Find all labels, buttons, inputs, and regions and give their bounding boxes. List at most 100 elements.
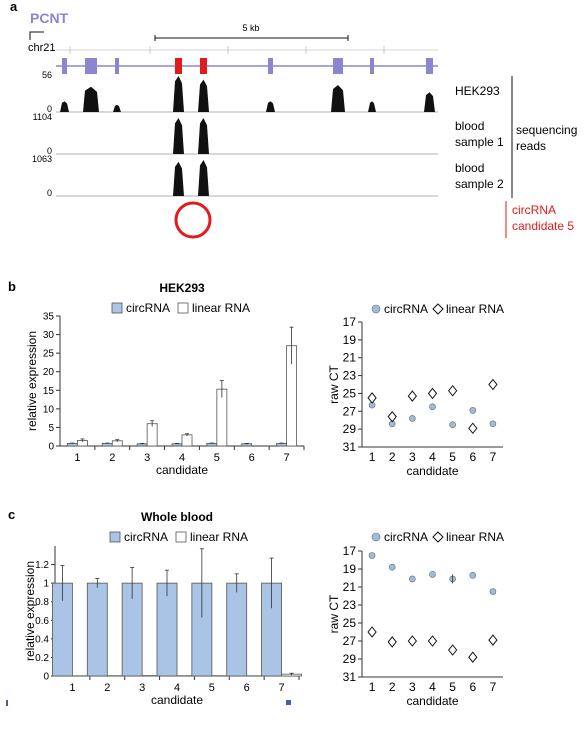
y-tick-label-2: 21 [343,580,357,594]
exon-1 [62,58,67,74]
legend-swatch-circrna [109,531,121,543]
legend-swatch-linear [177,302,189,314]
corner-mark-right [286,700,291,705]
chart-c-bar: Whole blood circRNA linear RNA 0 0.2 0.4 0.6 0.… [23,510,302,707]
chart-title: HEK293 [159,281,205,295]
x-axis-label: candidate [156,463,208,477]
point-linear-5 [448,384,458,397]
point-linear-4 [427,635,438,647]
legend-swatch-linear [175,531,187,543]
point-circrna-4 [429,571,436,578]
y-tick-label-5: 1 [43,579,49,590]
coverage-peak-1-9 [424,92,435,112]
x-tick-label-6: 6 [244,682,250,694]
x-tick-label-7: 7 [284,452,290,464]
y-tick-label-0: 17 [343,544,357,558]
point-linear-1 [367,392,377,404]
coverage-peak-1-3 [113,104,121,112]
coverage-peak-1-2 [83,86,99,112]
x-tick-label-1: 1 [369,450,376,464]
legend-label-linear: linear RNA [192,301,250,315]
point-linear-2 [387,410,397,423]
point-circrna-7 [489,588,497,595]
legend-label-circrna: circRNA [124,530,168,544]
exon-6 [268,58,273,74]
legend-marker-circrna [371,532,381,542]
x-tick-label-5: 5 [209,682,215,694]
y-axis-label: raw CT [327,365,341,404]
point-linear-6 [468,422,478,435]
point-linear-7 [488,378,498,391]
legend-marker-linear [432,531,444,543]
circ-exon-5 [200,58,207,74]
y-tick-label-1: 5 [48,423,54,434]
track-label-3-2: sample 2 [455,177,504,191]
coverage-peak-1-1 [60,101,69,112]
coverage-peak-1-4 [173,76,184,112]
x-tick-label-2: 2 [389,450,396,464]
y-tick-label-5: 25 [43,349,55,360]
point-circrna-1 [368,552,376,559]
bar-circrna-2 [86,582,108,677]
x-tick-label-1: 1 [369,680,376,694]
legend-swatch-circrna [111,302,123,314]
chart-title: Whole blood [141,510,213,524]
track-label-2-2: sample 1 [455,135,504,149]
y-tick-label-6: 29 [343,422,357,436]
track-label-3-1: blood [455,161,484,175]
gene-name: PCNT [30,10,69,26]
panel-b-letter: b [8,279,16,294]
panel-a: a PCNT chr21 5 kb 560HEK29311040bloodsam… [10,0,577,239]
point-circrna-7 [489,420,497,428]
y-tick-label-7: 35 [43,312,55,323]
exon-3 [115,58,119,74]
x-tick-label-4: 4 [179,452,185,464]
y-tick-label-7: 31 [343,670,357,684]
track-max-label-3: 1063 [32,154,52,164]
x-tick-label-2: 2 [389,680,396,694]
x-axis-label: candidate [151,693,203,707]
exon-7 [333,58,343,74]
coverage-peak-2-1 [173,118,184,154]
x-tick-label-4: 4 [429,450,436,464]
coverage-peak-1-8 [368,101,376,112]
y-tick-label-0: 0 [48,442,54,453]
x-tick-label-3: 3 [144,452,150,464]
x-tick-label-3: 3 [409,450,416,464]
track-max-label-1: 56 [42,70,52,80]
y-tick-label-4: 25 [343,386,357,400]
bar-circrna-7 [276,442,287,447]
x-tick-label-5: 5 [449,450,456,464]
point-linear-5 [448,644,458,656]
bar-circrna-6 [226,582,248,677]
y-tick-label-3: 15 [43,386,55,397]
coverage-peak-2-2 [198,118,209,154]
gene-exons [62,58,433,74]
x-tick-label-5: 5 [214,452,220,464]
circ-label-1: circRNA [512,203,556,217]
x-tick-label-2: 2 [104,682,110,694]
bracket-label-1: sequencing [516,123,577,137]
bar-circrna-1 [67,442,78,447]
x-axis-label: candidate [406,464,458,478]
point-circrna-6 [469,571,477,579]
y-tick-label-4: 25 [343,616,357,630]
chrom-marker [29,31,44,40]
y-tick-label-1: 19 [343,333,357,347]
x-tick-label-6: 6 [469,450,476,464]
point-circrna-4 [429,403,436,411]
y-tick-label-4: 20 [43,367,55,378]
x-tick-label-6: 6 [469,680,476,694]
circrna-marker [174,201,212,239]
exon-8 [370,58,374,74]
x-tick-label-1: 1 [69,682,75,694]
coverage-peak-1-6 [266,101,275,112]
point-circrna-2 [388,563,396,571]
coverage-peak-1-7 [331,85,345,112]
legend-label-circrna: circRNA [126,301,170,315]
x-tick-label-3: 3 [139,682,145,694]
point-linear-4 [427,387,438,400]
ruler-ticks [69,46,385,54]
exon-9 [426,58,433,74]
